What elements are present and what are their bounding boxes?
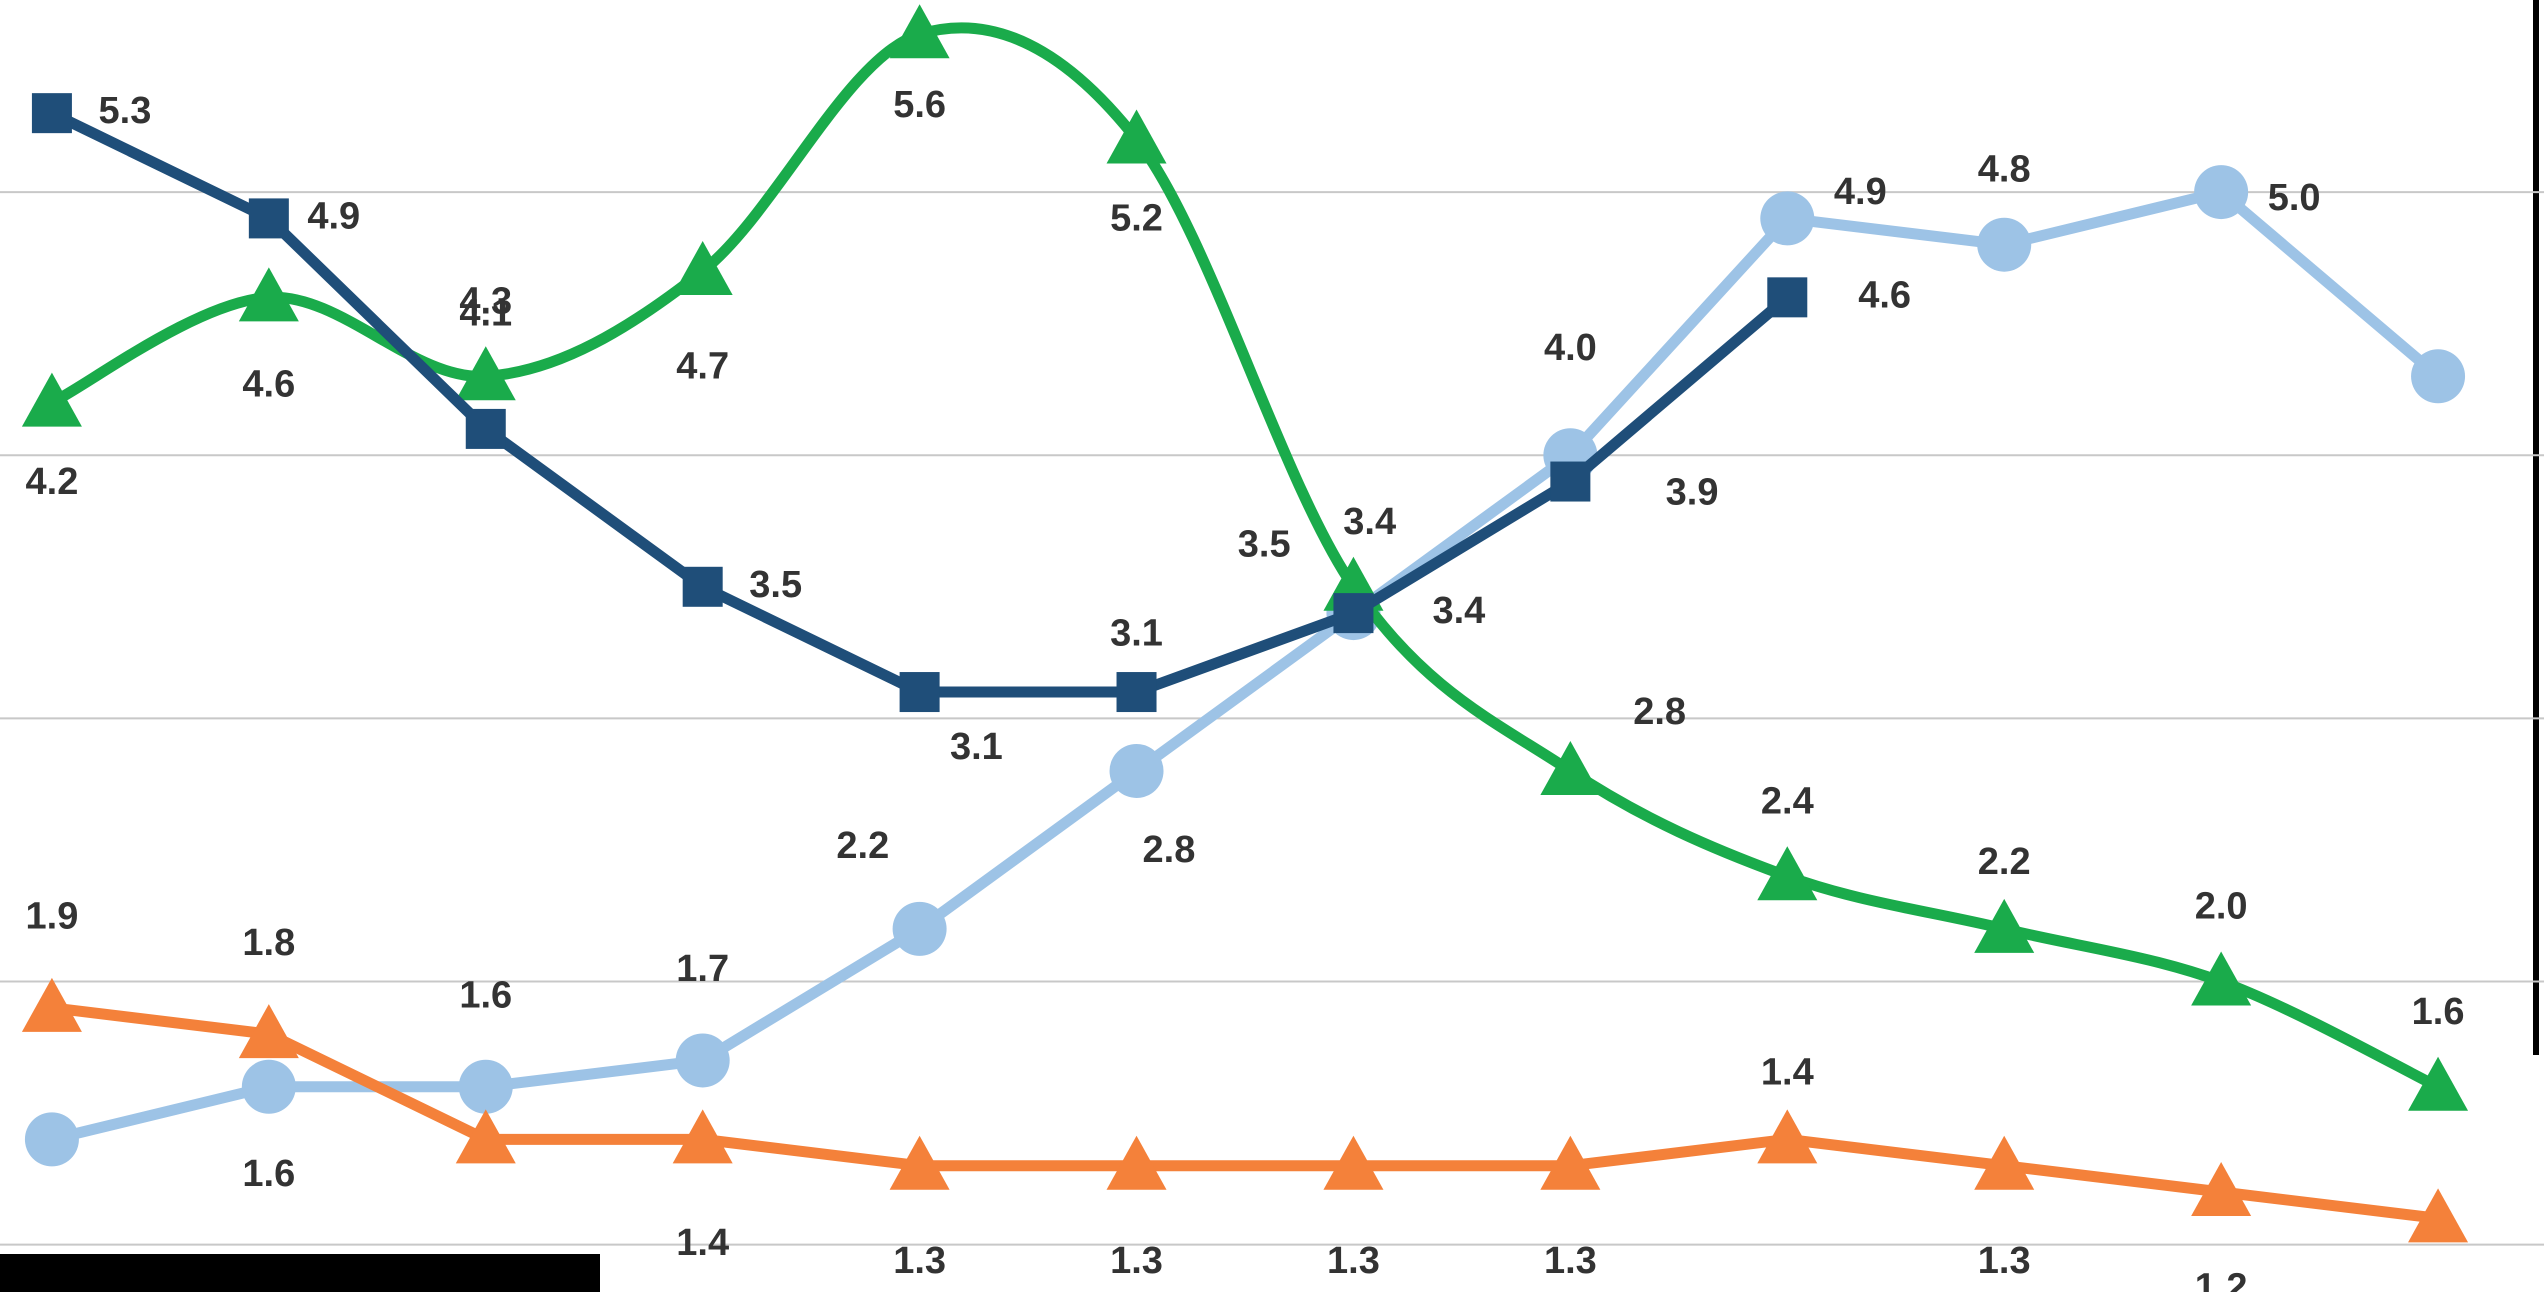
data-label: 5.2 xyxy=(1110,198,1163,240)
marker xyxy=(675,1033,730,1088)
marker xyxy=(238,1004,299,1059)
marker xyxy=(1333,593,1374,634)
data-label: 1.6 xyxy=(2412,991,2465,1033)
marker xyxy=(2408,1188,2469,1243)
data-label: 3.5 xyxy=(749,564,802,606)
marker xyxy=(21,977,82,1032)
data-label: 1.9 xyxy=(26,896,79,938)
marker xyxy=(1757,1109,1818,1164)
marker xyxy=(1767,277,1808,318)
data-label: 2.8 xyxy=(1633,691,1686,733)
data-label: 4.3 xyxy=(459,280,512,322)
data-label: 1.7 xyxy=(676,948,729,990)
data-label: 5.3 xyxy=(99,90,152,132)
marker xyxy=(1116,672,1157,713)
data-label: 1.4 xyxy=(1761,1052,1814,1094)
data-label: 1.6 xyxy=(242,1153,295,1195)
series-line xyxy=(51,1002,2439,1224)
data-label: 1.6 xyxy=(459,975,512,1017)
decoration-bar xyxy=(0,1254,600,1292)
data-label: 4.6 xyxy=(242,364,295,406)
marker xyxy=(455,1109,516,1164)
data-label: 3.4 xyxy=(1343,501,1396,543)
data-label: 2.4 xyxy=(1761,780,1814,822)
data-label: 3.5 xyxy=(1238,523,1291,565)
marker xyxy=(241,1059,296,1114)
data-label: 4.9 xyxy=(307,195,360,237)
marker xyxy=(24,1112,79,1167)
data-label: 1.4 xyxy=(676,1222,729,1264)
data-label: 1.2 xyxy=(2195,1266,2248,1292)
data-label: 2.2 xyxy=(1978,841,2031,883)
marker xyxy=(21,372,82,427)
marker xyxy=(1323,1135,1384,1190)
marker xyxy=(672,1109,733,1164)
data-label: 1.8 xyxy=(242,922,295,964)
marker xyxy=(1106,109,1167,164)
marker xyxy=(1977,217,2032,272)
marker xyxy=(889,1135,950,1190)
data-label: 4.2 xyxy=(26,461,79,503)
data-label: 1.3 xyxy=(1327,1240,1380,1282)
data-label: 1.3 xyxy=(1978,1240,2031,1282)
data-label: 4.1 xyxy=(459,292,512,334)
data-label: 2.8 xyxy=(1143,829,1196,871)
marker xyxy=(2408,1056,2469,1111)
marker xyxy=(889,4,950,59)
marker xyxy=(682,566,723,607)
marker xyxy=(458,1059,513,1114)
marker xyxy=(455,346,516,401)
marker xyxy=(31,93,72,134)
marker xyxy=(2194,165,2249,220)
marker xyxy=(2411,349,2466,404)
data-label: 4.8 xyxy=(1978,149,2031,191)
marker xyxy=(248,198,289,239)
data-label: 3.1 xyxy=(950,726,1003,768)
data-label: 4.9 xyxy=(1834,171,1887,213)
marker xyxy=(1757,846,1818,901)
series-line xyxy=(50,186,2442,1145)
marker xyxy=(892,901,947,956)
marker xyxy=(2191,1162,2252,1217)
data-label: 3.9 xyxy=(1666,472,1719,514)
marker xyxy=(1974,898,2035,953)
decoration-edge xyxy=(2533,0,2539,1055)
data-label: 2.0 xyxy=(2195,886,2248,928)
marker xyxy=(1109,743,1164,798)
data-label: 1.3 xyxy=(893,1240,946,1282)
marker xyxy=(238,267,299,322)
marker xyxy=(1540,1135,1601,1190)
marker xyxy=(1550,461,1591,502)
data-label: 4.6 xyxy=(1858,274,1911,316)
data-label: 5.0 xyxy=(2268,177,2321,219)
data-label: 3.4 xyxy=(1432,590,1485,632)
data-label: 1.3 xyxy=(1110,1240,1163,1282)
marker xyxy=(1540,740,1601,795)
data-label: 4.7 xyxy=(676,345,729,387)
data-label: 2.2 xyxy=(836,825,889,867)
data-label: 1.3 xyxy=(1544,1240,1597,1282)
marker xyxy=(899,672,940,713)
marker xyxy=(1760,191,1815,246)
marker xyxy=(1106,1135,1167,1190)
marker xyxy=(672,241,733,296)
data-label: 3.1 xyxy=(1110,612,1163,654)
data-label: 5.6 xyxy=(893,84,946,126)
data-label: 4.0 xyxy=(1544,327,1597,369)
marker xyxy=(1974,1135,2035,1190)
marker xyxy=(465,408,506,449)
marker xyxy=(2191,951,2252,1006)
